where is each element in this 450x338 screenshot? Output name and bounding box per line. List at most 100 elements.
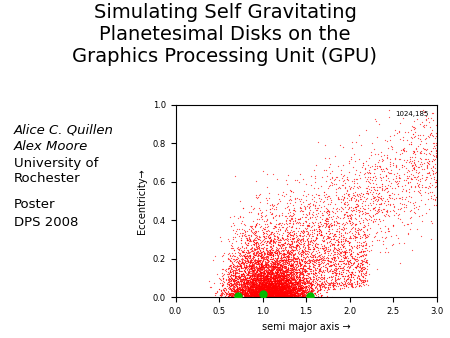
Point xyxy=(369,174,376,179)
Point xyxy=(287,294,294,299)
Point xyxy=(243,292,250,298)
Point xyxy=(276,284,283,290)
Point xyxy=(259,293,266,298)
Point xyxy=(269,229,276,234)
Point xyxy=(326,286,333,291)
Point xyxy=(242,291,249,296)
Point xyxy=(270,274,277,280)
Point xyxy=(225,293,233,298)
Point xyxy=(271,285,278,290)
Point xyxy=(260,282,267,287)
Point xyxy=(301,279,308,284)
Point xyxy=(264,259,271,264)
Point xyxy=(268,271,275,276)
Point xyxy=(350,266,357,272)
Point xyxy=(274,269,281,274)
Point xyxy=(410,150,418,155)
Point xyxy=(261,281,268,286)
Point xyxy=(235,269,243,274)
Point xyxy=(241,269,248,274)
Point xyxy=(272,251,279,256)
Point xyxy=(346,233,353,238)
Point xyxy=(431,166,438,171)
Point xyxy=(273,245,280,251)
Point xyxy=(356,255,363,260)
Point xyxy=(341,281,348,286)
Point xyxy=(290,287,297,292)
Point xyxy=(264,291,271,296)
Point xyxy=(296,259,303,265)
Point xyxy=(392,178,399,184)
Point xyxy=(323,258,330,263)
Point xyxy=(297,241,304,247)
Point xyxy=(360,277,368,283)
Point xyxy=(231,294,239,299)
Point xyxy=(235,293,242,298)
Point xyxy=(316,282,323,288)
Point xyxy=(258,280,265,285)
Point xyxy=(308,242,315,247)
Point xyxy=(283,281,290,286)
Point xyxy=(279,285,287,290)
Point xyxy=(233,287,240,292)
Point xyxy=(237,289,244,294)
Point xyxy=(250,265,257,270)
Point xyxy=(400,223,407,228)
Point xyxy=(384,169,392,175)
Point xyxy=(396,136,403,142)
Point xyxy=(288,287,295,292)
Point xyxy=(261,283,269,288)
Point xyxy=(340,237,347,242)
Point xyxy=(242,290,249,295)
Point xyxy=(253,233,260,238)
Point xyxy=(274,293,281,298)
Point xyxy=(247,286,254,291)
Point xyxy=(259,286,266,291)
Point xyxy=(268,282,275,287)
Point xyxy=(257,292,264,297)
Point xyxy=(284,267,291,272)
Point xyxy=(319,247,326,252)
Point xyxy=(267,255,274,260)
Point xyxy=(290,258,297,263)
Point xyxy=(361,222,368,227)
Point xyxy=(248,294,255,299)
Point xyxy=(340,238,347,244)
Point xyxy=(278,294,285,300)
Point xyxy=(336,184,343,189)
Point xyxy=(282,274,289,280)
Point xyxy=(314,228,321,233)
Point xyxy=(304,239,311,244)
Point xyxy=(363,277,370,283)
Point xyxy=(243,252,250,257)
Point xyxy=(271,285,278,290)
Point xyxy=(253,260,260,265)
Point xyxy=(274,247,281,252)
Point xyxy=(236,288,243,294)
Point xyxy=(254,272,261,277)
Point xyxy=(241,267,248,272)
Point xyxy=(365,155,373,161)
Point xyxy=(327,266,334,272)
Point xyxy=(244,267,251,272)
Point xyxy=(262,291,269,297)
Point xyxy=(357,190,364,196)
Point xyxy=(263,286,270,291)
Point xyxy=(225,289,232,294)
Point xyxy=(355,249,362,254)
Point xyxy=(261,274,268,280)
Point xyxy=(261,265,268,270)
Point xyxy=(292,265,300,271)
Point xyxy=(363,260,370,265)
Point xyxy=(261,293,269,298)
Point xyxy=(284,284,292,289)
Point xyxy=(359,240,366,245)
Point xyxy=(284,264,291,270)
Point xyxy=(300,282,307,287)
Point xyxy=(280,273,287,279)
Point xyxy=(263,268,270,274)
Point xyxy=(298,223,306,228)
Point xyxy=(324,173,331,178)
Point xyxy=(271,287,278,292)
Point xyxy=(258,289,265,295)
